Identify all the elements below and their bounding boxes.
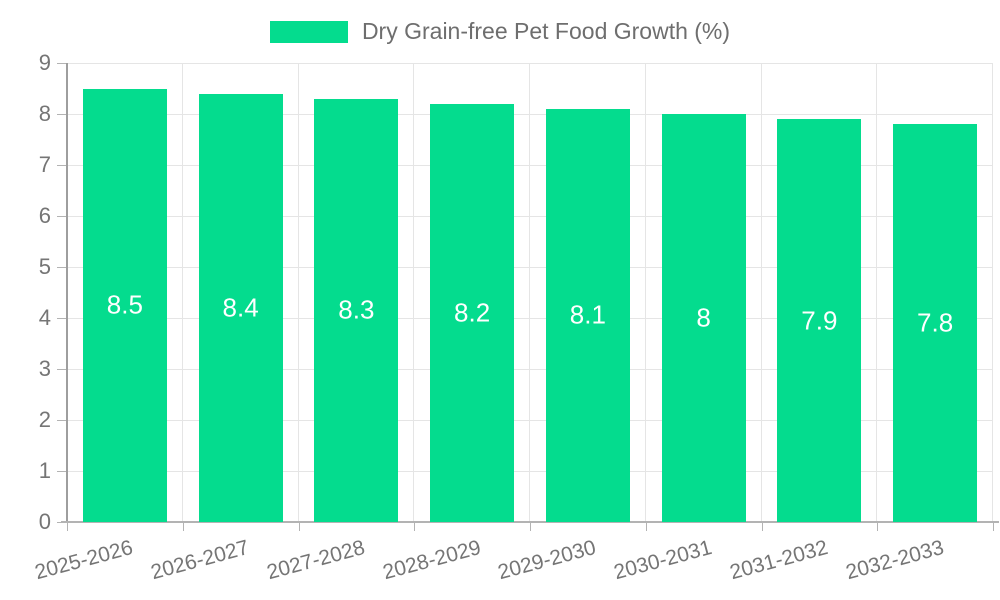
bar [430,103,515,522]
gridline-vertical [992,63,993,522]
bar [314,98,399,522]
x-axis-tick-label: 2026-2027 [148,536,252,585]
bar-data-label: 8.3 [338,294,375,325]
bar-data-label: 8.1 [569,299,606,330]
y-axis-tick-label: 8 [38,101,51,126]
x-axis-tick [182,522,184,531]
gridline-horizontal [67,114,993,115]
x-axis-tick [877,522,879,531]
y-axis-tick [57,216,66,217]
y-axis-tick [57,165,66,166]
x-axis-tick-label: 2031-2032 [727,536,831,585]
y-axis-tick [57,522,66,523]
x-axis-tick-label: 2028-2029 [380,536,484,585]
gridline-vertical [876,63,878,522]
gridline-horizontal [67,369,993,370]
bar [893,124,978,522]
y-axis-line [66,63,68,522]
x-axis-tick-label: 2030-2031 [611,536,715,585]
y-axis-tick [57,114,66,115]
bar [82,88,167,522]
y-axis-tick [57,63,66,64]
x-axis-tick [761,522,763,531]
x-axis-tick [414,522,416,531]
gridline-horizontal [67,165,993,166]
gridline-vertical [297,63,299,522]
gridline-horizontal [67,318,993,319]
y-axis-tick-label: 4 [38,305,51,330]
bar [198,93,283,522]
x-axis-tick-label: 2027-2028 [264,536,368,585]
gridline-horizontal [67,420,993,421]
legend-swatch-icon [269,20,348,43]
y-axis-tick [57,318,66,319]
y-axis-tick [57,267,66,268]
y-axis-tick-label: 0 [38,509,51,534]
gridline-vertical [181,63,183,522]
x-axis-tick-label: 2032-2033 [843,536,947,585]
y-axis-tick [57,471,66,472]
bar [661,114,746,522]
bar-data-label: 7.9 [801,305,838,336]
x-axis-tick [298,522,300,531]
y-axis-tick-label: 5 [38,254,51,279]
y-axis-tick-label: 9 [38,50,51,75]
x-axis-tick-label: 2029-2030 [495,536,599,585]
gridline-vertical [644,63,646,522]
plot-area: 8.5 8.4 8.3 8.2 8.1 8 7.9 7.8 [61,63,999,523]
bar [545,108,630,522]
y-axis-tick [57,420,66,421]
gridline-horizontal [67,63,993,64]
gridline-vertical [413,63,415,522]
bar [777,119,862,522]
x-axis-tick [993,522,994,531]
x-axis-tick [530,522,531,531]
bar-data-label: 8.2 [454,297,491,328]
gridline-horizontal [67,216,993,217]
x-axis-tick [645,522,647,531]
y-axis-tick-label: 6 [38,203,51,228]
y-axis-tick-label: 7 [38,152,51,177]
y-axis-tick-label: 2 [38,407,51,432]
y-axis-tick-label: 1 [38,458,51,483]
gridline-vertical [760,63,762,522]
y-axis-tick-label: 3 [38,356,51,381]
bar-data-label: 8 [696,302,711,333]
gridline-horizontal [67,267,993,268]
bar-data-label: 8.5 [106,289,143,320]
y-axis-tick [57,369,66,370]
bar-data-label: 7.8 [917,307,954,338]
legend-label: Dry Grain-free Pet Food Growth (%) [361,18,731,44]
x-axis-tick-label: 2025-2026 [32,536,136,585]
gridline-horizontal [67,471,993,472]
x-axis-tick [67,522,68,531]
chart-legend[interactable]: Dry Grain-free Pet Food Growth (%) [0,18,1000,45]
gridline-vertical [529,63,530,522]
bar-data-label: 8.4 [222,292,259,323]
